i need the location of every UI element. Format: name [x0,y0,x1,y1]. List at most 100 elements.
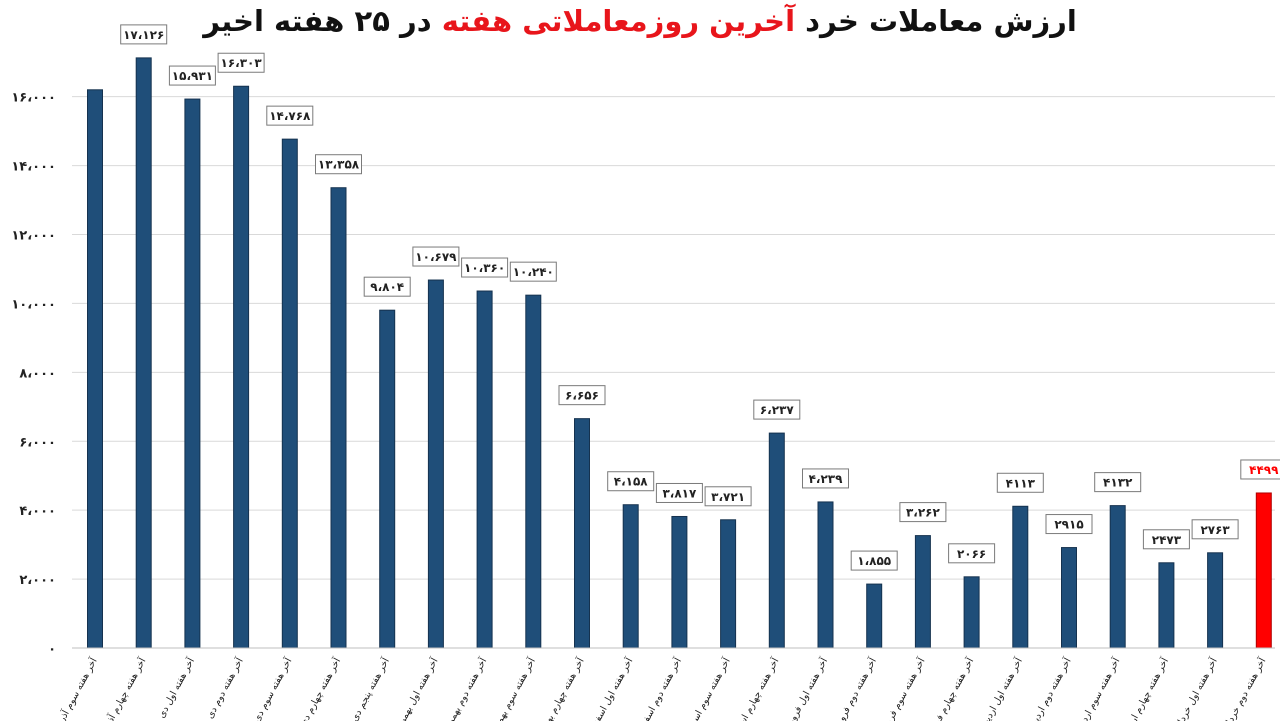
bar [1061,547,1077,649]
bar [1012,505,1029,649]
data-label-box [509,261,557,282]
y-tick-label: ۸،۰۰۰ [19,366,56,381]
data-label: ۴۴۹۹ [1249,463,1279,477]
data-label-box [120,24,168,45]
bar [1158,562,1175,649]
data-label: ۶،۲۳۷ [760,403,795,417]
data-label: ۱،۸۵۵ [857,554,891,568]
x-tick-label: آخر هفته چهارم فروردین [919,655,976,721]
y-tick-label: ۰ [48,642,56,657]
data-label: ۶،۶۵۶ [565,389,599,403]
x-tick-label: آخر هفته سوم اردیبهشت [1065,655,1123,721]
y-tick-label: ۲،۰۰۰ [19,573,56,588]
x-tick-label: آخر هفته اول فروردین [777,655,830,721]
data-label: ۱۳،۳۵۸ [318,158,360,172]
data-label: ۱۰،۶۷۹ [415,250,457,264]
data-label: ۲۴۷۳ [1152,533,1182,547]
bar [768,432,785,649]
data-label-box [315,154,362,175]
data-label-box [1094,472,1142,493]
data-label-box [266,105,314,126]
data-label-box [1142,529,1190,550]
data-label: ۴۱۱۳ [1006,476,1036,490]
x-tick-label: آخر هفته دوم فروردین [826,655,879,721]
data-label: ۲۰۶۶ [957,547,986,561]
x-tick-label: آخر هفته اول بهمن [394,655,441,721]
bar [135,57,152,649]
title-accent-1: آخرین روزمعاملاتی [522,4,796,38]
data-label-box [558,385,606,406]
data-label: ۱۰،۳۶۰ [464,261,505,275]
x-tick-label: آخر هفته اول دی [154,655,197,720]
x-tick-label: آخر هفته سوم فروردین [873,655,928,721]
bar [866,583,883,649]
data-label: ۲۹۱۵ [1054,518,1083,532]
bar [574,418,590,649]
x-tick-label: آخر هفته چهارم دی [296,655,343,721]
data-label-box [948,543,996,564]
bar [476,290,493,649]
bar [87,89,103,649]
y-tick-label: ۱۴،۰۰۰ [11,160,56,175]
bar [622,504,639,649]
x-tick-label: آخر هفته سوم بهمن [489,655,538,721]
data-label: ۴۱۳۲ [1103,476,1133,490]
x-tick-label: آخر هفته اول اسفند [587,655,635,721]
data-label: ۳،۸۱۷ [662,486,697,500]
x-tick-label: آخر هفته پنجم دی [347,655,392,721]
data-label-box [1191,519,1239,540]
bar [281,138,298,649]
data-label-box [802,468,849,489]
data-label: ۹،۸۰۴ [370,280,404,294]
data-label-box [850,550,898,571]
bar [1207,552,1224,649]
bar [1255,492,1272,649]
data-label: ۱۷،۱۲۶ [123,28,164,42]
data-label-box [363,276,411,297]
bar [817,501,834,649]
bar [914,535,931,649]
x-tick-label: آخر هفته اول اردیبهشت [969,655,1025,721]
x-tick-label: آخر هفته اول خرداد [1172,655,1220,721]
title-part-1: ارزش معاملات خرد [795,4,1077,38]
data-label-box [753,399,801,420]
data-label: ۴،۱۵۸ [614,475,649,489]
data-label-box [168,65,216,86]
x-tick-label: آخر هفته سوم دی [250,655,295,721]
x-tick-label: آخر هفته دوم اردیبهشت [1018,655,1074,721]
y-tick-label: ۱۲،۰۰۰ [11,229,56,244]
bar [963,576,980,649]
data-label-box [996,472,1044,493]
x-tick-label: آخر هفته چهارم بهمن [536,655,587,721]
data-label: ۱۶،۳۰۳ [221,56,263,70]
data-label: ۱۵،۹۳۱ [172,69,213,83]
x-tick-label: آخر هفته دوم خرداد [1221,655,1269,721]
y-tick-label: ۴،۰۰۰ [19,504,56,519]
data-label: ۴،۲۳۹ [809,472,844,486]
bar [379,309,396,649]
data-label-box [607,471,655,492]
data-label-box [704,486,752,507]
y-tick-label: ۱۰،۰۰۰ [11,297,56,312]
data-label-box [899,502,947,523]
x-tick-label: آخر هفته سوم اسفند [682,655,732,721]
x-tick-label: آخر هفته سوم آذر [54,655,99,721]
bar [1109,505,1126,649]
y-tick-label: ۱۶،۰۰۰ [11,91,56,106]
title-part-3: در ۲۵ هفته اخیر [203,4,442,38]
data-label-box [1240,459,1280,480]
bar [720,519,737,649]
y-tick-label: ۶،۰۰۰ [19,435,56,450]
data-label: ۱۰،۲۴۰ [513,265,554,279]
data-label: ۲۷۶۳ [1200,523,1230,537]
data-label-box [412,246,460,267]
data-label: ۳،۲۶۲ [906,506,941,520]
x-tick-label: آخر هفته دوم دی [203,655,246,721]
bar [330,187,347,649]
data-label-box [655,482,703,503]
x-tick-label: آخر هفته دوم اسفند [636,655,685,721]
x-tick-label: آخر هفته چهارم اسفند [729,655,782,721]
x-tick-label: آخر هفته چهارم آذر [101,655,149,721]
